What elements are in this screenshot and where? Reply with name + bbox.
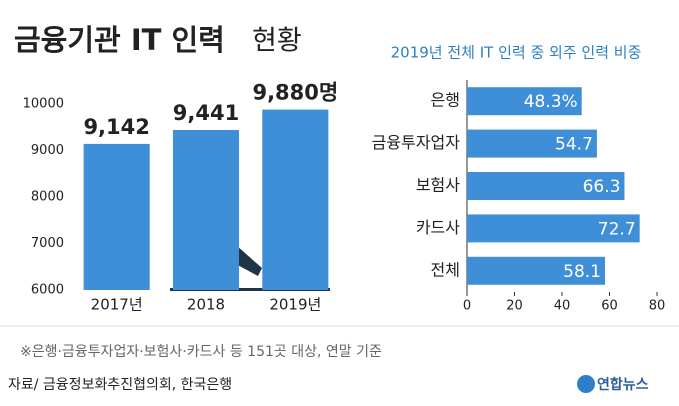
x-tick-label: 80 <box>649 299 666 314</box>
bar <box>467 214 640 243</box>
y-tick-label: 10000 <box>23 97 64 112</box>
y-tick-label: 금융투자업자 <box>372 133 461 152</box>
bar <box>172 129 240 290</box>
bar <box>467 87 582 116</box>
y-tick-label: 전체 <box>431 260 460 279</box>
value-label: 9,441 <box>173 101 239 125</box>
x-tick-label: 40 <box>554 299 571 314</box>
footnote: ※은행·금융투자업자·보험사·카드사 등 151곳 대상, 연말 기준 <box>20 344 382 360</box>
x-tick-label: 20 <box>506 299 523 314</box>
y-tick-label: 8000 <box>31 190 64 205</box>
y-tick-label: 보험사 <box>416 176 460 195</box>
y-tick-label: 카드사 <box>416 218 460 237</box>
logo-icon <box>577 375 595 393</box>
title: 금융기관 IT 인력 <box>14 23 225 57</box>
value-label: 9,142 <box>83 115 149 139</box>
y-tick-label: 7000 <box>31 236 64 251</box>
bar <box>467 256 605 285</box>
value-label: 9,880명 <box>252 81 338 105</box>
value-label: 58.1 <box>563 262 601 282</box>
x-tick-label: 0 <box>463 299 471 314</box>
source: 자료/ 금융정보화추진협의회, 한국은행 <box>8 377 232 393</box>
y-tick-label: 은행 <box>431 91 460 110</box>
value-label: 72.7 <box>598 219 636 239</box>
value-label: 66.3 <box>583 177 621 197</box>
bar <box>467 172 625 200</box>
bar <box>467 129 597 158</box>
x-tick-label: 60 <box>601 299 618 314</box>
right-chart-title: 2019년 전체 IT 인력 중 외주 인력 비중 <box>391 44 642 62</box>
x-tick-label: 2017년 <box>91 296 143 314</box>
bar <box>83 143 150 290</box>
logo: 연합뉴스 <box>597 376 649 393</box>
bar <box>262 109 329 290</box>
x-tick-label: 2018 <box>187 296 225 314</box>
subtitle: 현황 <box>252 26 302 57</box>
value-label: 54.7 <box>555 135 593 155</box>
x-tick-label: 2019년 <box>269 296 321 314</box>
y-tick-label: 6000 <box>31 283 64 298</box>
value-label: 48.3% <box>524 92 578 112</box>
y-tick-label: 9000 <box>31 143 64 158</box>
